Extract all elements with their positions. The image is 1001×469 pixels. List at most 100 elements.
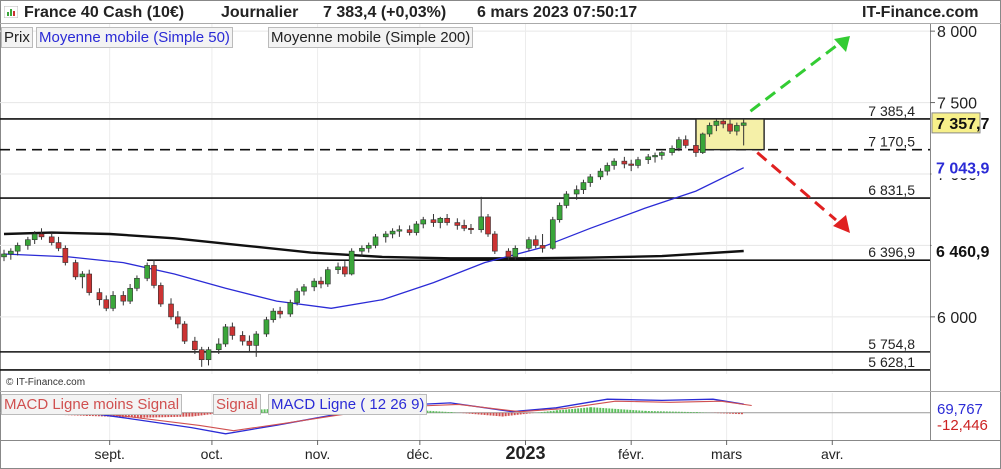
candle	[563, 191, 570, 209]
candle-body	[740, 122, 747, 126]
macd-hist-bar	[489, 412, 492, 416]
candle	[253, 331, 260, 357]
macd-hist-bar	[602, 408, 605, 413]
macd-hist-bar	[504, 412, 507, 417]
legend-macd-hist[interactable]: MACD Ligne moins Signal	[1, 394, 183, 415]
candle	[437, 216, 444, 229]
candle	[720, 119, 727, 129]
legend-ma200[interactable]: Moyenne mobile (Simple 200)	[268, 27, 474, 48]
candle-body	[406, 229, 413, 233]
macd-hist-bar	[528, 412, 531, 414]
candle	[740, 119, 747, 146]
candle	[580, 179, 587, 194]
ma200-badge-bg	[931, 240, 981, 262]
price-badge-bg	[931, 112, 981, 134]
macd-hist-bar	[608, 408, 611, 413]
macd-hist-bar	[140, 412, 143, 418]
macd-hist-bar	[495, 412, 498, 416]
macd-hist-bar	[182, 412, 185, 417]
candle	[359, 245, 365, 257]
candle-body	[706, 125, 713, 135]
macd-hist-bar	[562, 409, 565, 413]
candle-body	[86, 273, 93, 293]
legend-macd-line[interactable]: MACD Ligne ( 12 26 9)	[268, 394, 428, 415]
macd-hist-bar	[510, 412, 513, 416]
candle	[120, 291, 127, 306]
candle-body	[277, 310, 283, 315]
candle	[539, 234, 546, 253]
macd-hist-bar	[734, 412, 737, 414]
macd-hist-bar	[725, 412, 728, 414]
macd-hist-bar	[146, 412, 149, 418]
macd-hist-bar	[641, 410, 644, 413]
level-label: 6 396,9	[868, 244, 915, 260]
candle-body	[151, 265, 157, 286]
macd-hist-bar	[474, 412, 477, 415]
candle	[246, 335, 253, 352]
macd-hist-bar	[465, 412, 468, 414]
candle-body	[420, 219, 427, 225]
timestamp: 6 mars 2023 07:50:17	[477, 4, 638, 21]
candle-body	[478, 216, 484, 231]
macd-hist-bar	[683, 411, 686, 413]
macd-hist-bar	[200, 412, 203, 416]
candle-body	[342, 266, 348, 275]
candle-body	[239, 335, 246, 342]
candle-body	[532, 239, 539, 246]
candle-body	[31, 233, 38, 241]
macd-hist-bar	[650, 411, 653, 413]
candle-body	[134, 277, 140, 289]
candle	[127, 284, 133, 304]
legend-price[interactable]: Prix	[1, 27, 33, 48]
candle-body	[413, 223, 420, 233]
candle	[192, 336, 198, 354]
instrument-name: France 40 Cash (10€)	[24, 4, 185, 21]
macd-hist-bar	[565, 409, 568, 413]
ma200-badge: 6 460,9	[936, 244, 989, 261]
candle	[454, 218, 461, 230]
candle	[55, 236, 62, 252]
macd-hist-bar	[498, 412, 501, 417]
candle-body	[597, 170, 604, 178]
candle-body	[549, 219, 556, 249]
candle-body	[96, 292, 103, 301]
level-label: 5 628,1	[868, 354, 915, 370]
candle-body	[365, 245, 372, 249]
macd-hist-bar	[580, 408, 583, 413]
macd-hist-bar	[686, 411, 689, 413]
candle-body	[505, 250, 512, 258]
legend-ma50[interactable]: Moyenne mobile (Simple 50)	[36, 27, 233, 48]
candle	[659, 151, 665, 160]
candle-body	[669, 147, 675, 153]
macd-hist-bar	[574, 408, 577, 413]
candle-body	[253, 333, 260, 346]
candle-body	[198, 349, 205, 361]
macd-hist-bar	[577, 408, 580, 413]
candle-body	[526, 239, 532, 249]
ma50-badge: 7 043,9	[936, 161, 989, 178]
macd-hist-bar	[203, 412, 206, 416]
macd-hist-bar	[501, 412, 504, 417]
macd-hist-bar	[197, 412, 200, 416]
candle	[549, 216, 556, 250]
candle	[573, 185, 580, 200]
macd-hist-bar	[728, 412, 731, 414]
macd-hist-bar	[155, 412, 158, 418]
candle	[635, 156, 641, 169]
y-tick-label: 7 500	[937, 96, 977, 113]
candle	[222, 324, 229, 347]
candle-body	[294, 290, 300, 303]
candle-body	[382, 233, 389, 238]
candle	[270, 308, 277, 323]
candle-body	[48, 236, 55, 243]
legend-macd-signal[interactable]: Signal	[213, 394, 261, 415]
macd-hist-bar	[659, 411, 662, 413]
candle	[14, 242, 21, 256]
candle-body	[676, 139, 682, 149]
candle-body	[468, 227, 474, 231]
macd-hist-bar	[605, 408, 608, 413]
macd-hist-bar	[623, 409, 626, 413]
macd-hist-bar	[632, 410, 635, 413]
